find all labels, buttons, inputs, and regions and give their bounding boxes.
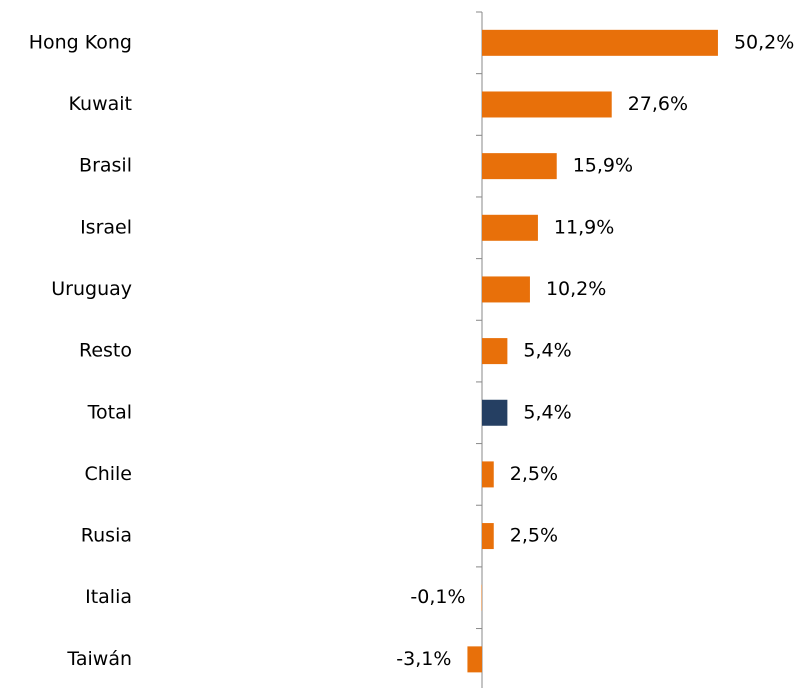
bar bbox=[482, 276, 530, 303]
bar bbox=[482, 399, 508, 426]
value-label: 10,2% bbox=[546, 278, 606, 300]
bar bbox=[467, 646, 482, 673]
bar bbox=[482, 338, 508, 365]
category-label: Rusia bbox=[81, 525, 132, 547]
category-label: Italia bbox=[85, 586, 132, 608]
category-label: Brasil bbox=[79, 155, 132, 177]
value-label: 5,4% bbox=[523, 401, 571, 423]
bar bbox=[482, 153, 557, 180]
category-label: Israel bbox=[80, 216, 132, 238]
bar bbox=[482, 461, 494, 488]
bar bbox=[482, 29, 718, 56]
category-label: Uruguay bbox=[51, 278, 132, 300]
category-label: Resto bbox=[79, 340, 132, 362]
value-label: 50,2% bbox=[734, 31, 794, 53]
value-label: 27,6% bbox=[628, 93, 688, 115]
category-label: Chile bbox=[84, 463, 132, 485]
bar bbox=[482, 214, 538, 241]
bar bbox=[482, 91, 612, 118]
value-label: 2,5% bbox=[510, 463, 558, 485]
bar bbox=[482, 523, 494, 550]
category-label: Taiwán bbox=[66, 648, 132, 670]
category-label: Kuwait bbox=[69, 93, 132, 115]
value-label: 2,5% bbox=[510, 525, 558, 547]
value-label: -0,1% bbox=[410, 586, 465, 608]
value-label: 11,9% bbox=[554, 216, 614, 238]
category-label: Hong Kong bbox=[29, 31, 132, 53]
value-label: 15,9% bbox=[573, 155, 633, 177]
value-label: -3,1% bbox=[396, 648, 451, 670]
category-label: Total bbox=[87, 401, 132, 423]
value-label: 5,4% bbox=[523, 340, 571, 362]
